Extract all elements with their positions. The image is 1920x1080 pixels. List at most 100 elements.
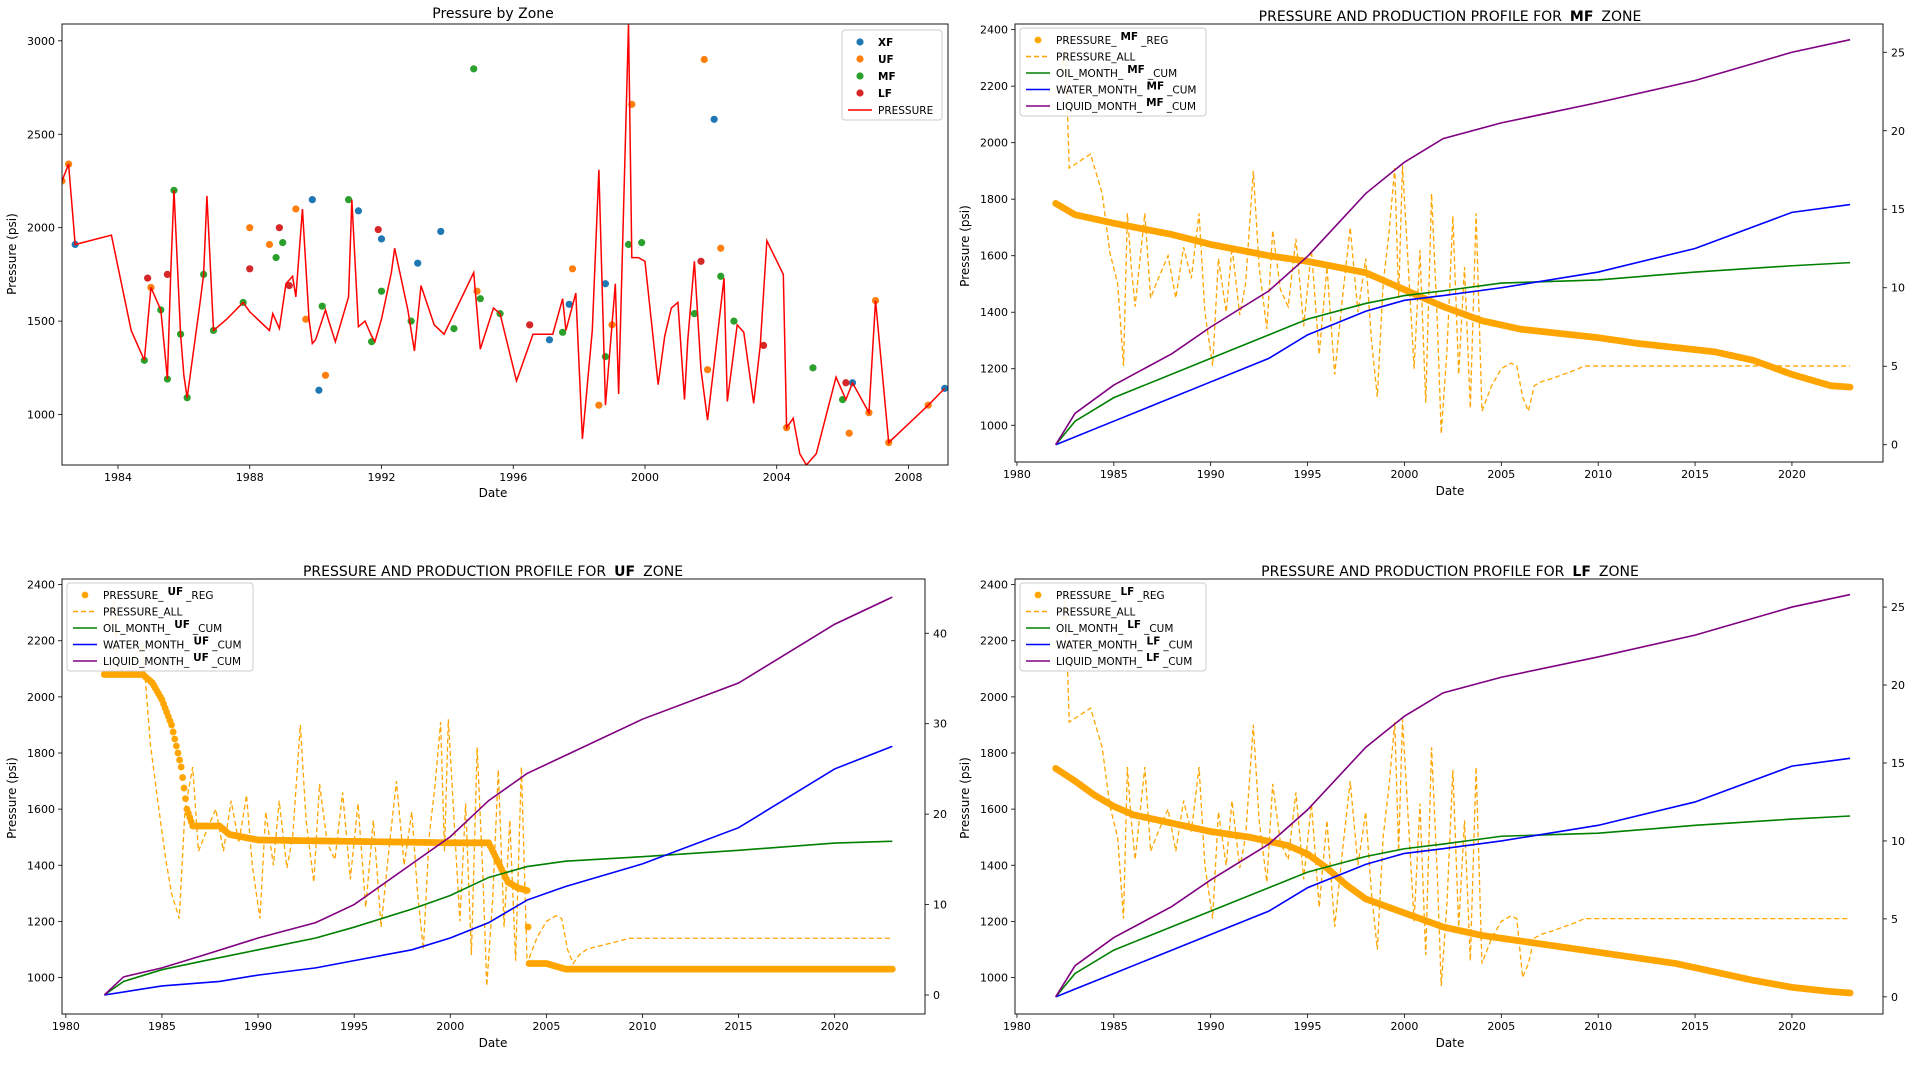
legend-swatch — [1034, 36, 1042, 44]
x-tick-label: 1984 — [104, 471, 132, 484]
legend-label: LF — [878, 88, 892, 100]
legend-label: OIL_MONTH_ UF _CUM — [103, 619, 222, 635]
legend-label-suffix: _CUM — [211, 640, 241, 652]
legend-label-prefix: OIL_MONTH_ — [103, 623, 171, 635]
title-suffix: ZONE — [1601, 9, 1641, 25]
x-tick-label: 2004 — [763, 471, 791, 484]
point-mf — [809, 364, 817, 372]
y-tick-label: 1600 — [980, 803, 1008, 816]
y-axis-label: Pressure (psi) — [5, 213, 19, 295]
legend-label: OIL_MONTH_ LF _CUM — [1056, 619, 1173, 635]
series-line-pressure-all — [1060, 601, 1851, 986]
legend-label: PRESSURE — [878, 105, 933, 117]
y2-tick-label: 15 — [1891, 203, 1905, 216]
point-mf — [624, 240, 633, 249]
y2-tick-label: 25 — [1891, 601, 1905, 614]
y-axis-label: Pressure (psi) — [5, 757, 19, 839]
chart-title: PRESSURE AND PRODUCTION PROFILE FOR UF ZON… — [303, 564, 683, 580]
series-line-oil-cum — [1055, 261, 1851, 446]
point-pressure-reg — [171, 735, 179, 743]
x-tick-label: 1995 — [340, 1020, 368, 1033]
legend-label-prefix: LIQUID_MONTH_ — [1056, 101, 1143, 113]
x-tick-label: 2000 — [436, 1020, 464, 1033]
x-tick-label: 1980 — [1003, 468, 1031, 481]
legend-label-zone: UF — [193, 652, 209, 664]
title-zone: MF — [1570, 9, 1594, 25]
legend-label: XF — [878, 37, 893, 49]
legend-label: PRESSURE_ALL — [1056, 52, 1135, 64]
x-axis-label: Date — [1436, 484, 1465, 498]
point-lf — [374, 225, 382, 234]
legend-label-suffix: _CUM — [1147, 68, 1177, 80]
point-mf — [450, 324, 458, 333]
legend-label: LIQUID_MONTH_ MF _CUM — [1056, 97, 1196, 113]
x-tick-label: 1988 — [236, 471, 264, 484]
x-tick-label: 2000 — [1390, 468, 1418, 481]
point-lf — [285, 282, 293, 290]
y2-tick-label: 0 — [1891, 991, 1898, 1004]
plot-frame — [1014, 578, 1884, 1015]
y-tick-label: 2400 — [980, 579, 1008, 592]
legend-label-prefix: LIQUID_MONTH_ — [1056, 656, 1143, 668]
x-tick-label: 1992 — [367, 471, 395, 484]
chart-profile-uf: PRESSURE AND PRODUCTION PROFILE FOR UF ZON… — [5, 564, 947, 1050]
legend-swatch — [856, 38, 864, 46]
plot-area — [1052, 593, 1854, 998]
chart-title: Pressure by Zone — [432, 6, 554, 22]
title-suffix: ZONE — [643, 564, 683, 580]
x-tick-label: 1996 — [499, 471, 527, 484]
title-prefix: PRESSURE AND PRODUCTION PROFILE FOR — [303, 564, 606, 580]
point-xf — [354, 207, 363, 215]
legend-label: LIQUID_MONTH_ UF _CUM — [103, 652, 241, 668]
y2-tick-label: 10 — [933, 899, 947, 912]
y2-tick-label: 5 — [1891, 913, 1898, 926]
legend-label-suffix: _CUM — [1162, 656, 1192, 668]
x-axis-label: Date — [479, 486, 508, 500]
series-line-oil-cum — [103, 840, 893, 996]
series-line-oil-cum — [1055, 815, 1851, 998]
x-tick-label: 2015 — [1681, 1020, 1709, 1033]
legend-label-suffix: _REG — [185, 590, 213, 602]
y-tick-label: 2000 — [980, 137, 1008, 150]
chart-profile-lf: PRESSURE AND PRODUCTION PROFILE FOR LF ZON… — [958, 564, 1905, 1050]
point-mf — [344, 196, 353, 204]
y-tick-label: 1800 — [27, 747, 55, 760]
legend-label-prefix: PRESSURE_ALL — [1056, 607, 1135, 619]
point-uf — [845, 429, 853, 437]
point-xf — [315, 386, 323, 394]
y2-tick-label: 15 — [1891, 757, 1905, 770]
x-tick-label: 1995 — [1294, 468, 1322, 481]
legend-label: PRESSURE_ MF _REG — [1056, 31, 1168, 47]
legend-label-zone: MF — [1120, 31, 1138, 43]
x-tick-label: 2015 — [1681, 468, 1709, 481]
point-pressure-reg — [179, 774, 187, 781]
plot-area — [1052, 38, 1854, 446]
y-tick-label: 1400 — [980, 306, 1008, 319]
legend-label-prefix: WATER_MONTH_ — [103, 640, 190, 652]
x-tick-label: 2010 — [628, 1020, 656, 1033]
point-uf — [321, 371, 330, 379]
legend-label: MF — [878, 71, 896, 83]
x-axis-label: Date — [479, 1036, 508, 1050]
y-tick-label: 1000 — [27, 409, 55, 422]
y-tick-label: 2500 — [27, 128, 55, 141]
legend-label-prefix: PRESSURE_ — [1056, 35, 1117, 47]
x-tick-label: 2010 — [1584, 1020, 1612, 1033]
x-tick-label: 1990 — [244, 1020, 272, 1033]
y-tick-label: 1200 — [27, 915, 55, 928]
legend-label: UF — [878, 54, 894, 66]
point-uf — [265, 240, 274, 249]
y-tick-label: 2200 — [980, 80, 1008, 93]
legend-label: PRESSURE_ LF _REG — [1056, 586, 1165, 602]
y-tick-label: 2200 — [980, 635, 1008, 648]
point-pressure-reg — [180, 784, 188, 792]
legend-label-prefix: PRESSURE_ — [103, 590, 164, 602]
legend-label: WATER_MONTH_ LF _CUM — [1056, 636, 1193, 652]
y-axis-label: Pressure (psi) — [958, 205, 972, 287]
legend-label-zone: UF — [194, 636, 210, 648]
point-mf — [559, 328, 567, 336]
y-tick-label: 1400 — [980, 859, 1008, 872]
point-pressure-reg — [888, 965, 896, 973]
point-mf — [377, 287, 386, 295]
